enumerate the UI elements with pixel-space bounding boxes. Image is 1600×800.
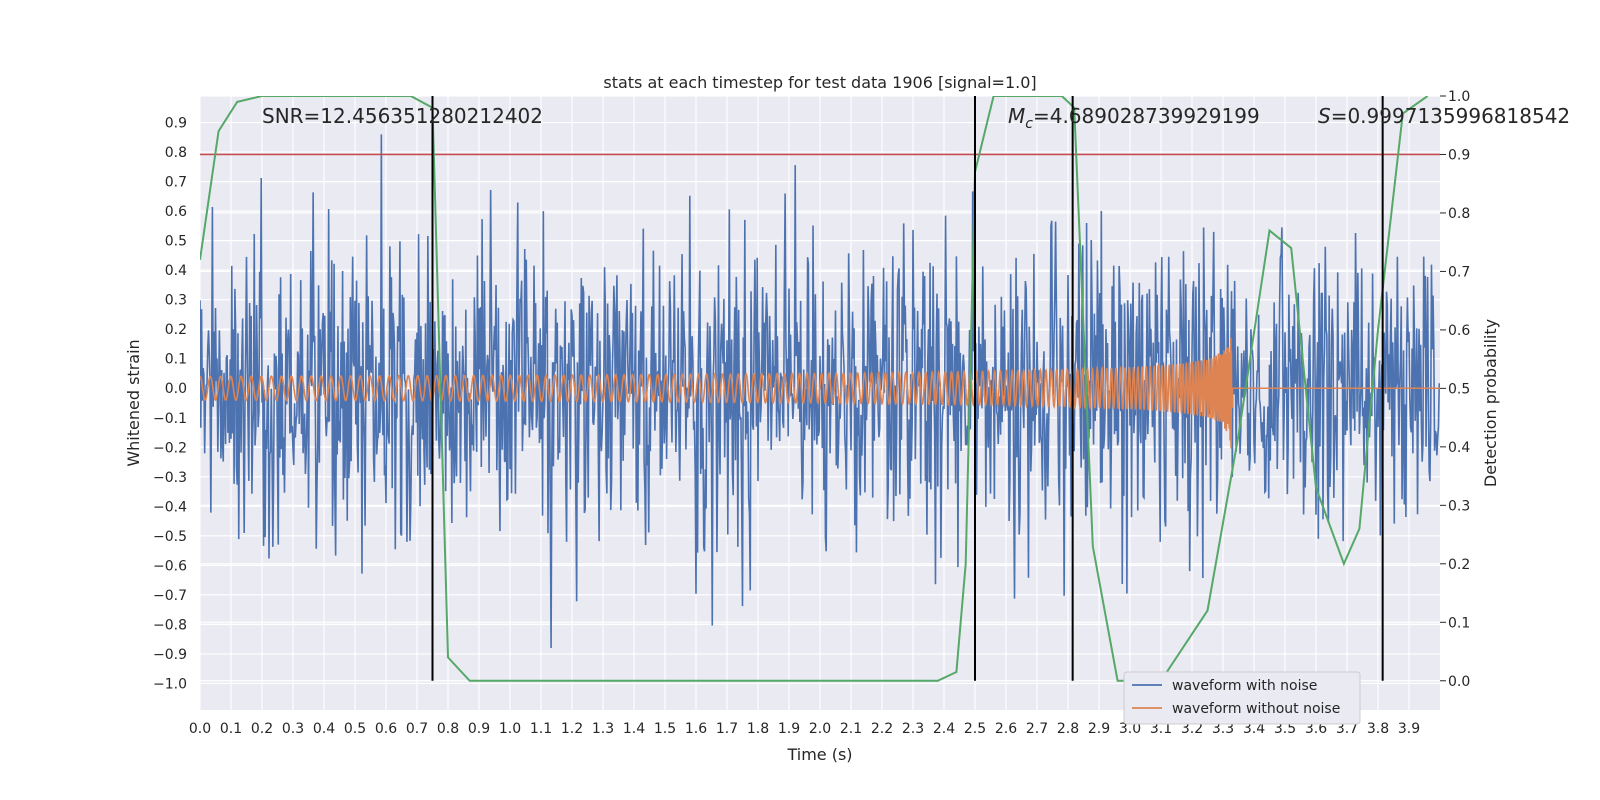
y-right-tick-label: 0.9	[1448, 147, 1470, 163]
x-axis-ticks: 0.0 0.1 0.2 0.3 0.4 0.5 0.6 0.7 0.8 0.9 1.0 1.1 1.2 1…	[189, 721, 1420, 737]
series-layer	[200, 96, 1440, 682]
significance-value: =0.9997135996818542	[1331, 104, 1570, 128]
x-tick-label: 0.2	[251, 721, 273, 737]
y-left-tick-label: −0.5	[153, 529, 187, 545]
x-tick-label: 3.1	[1150, 721, 1172, 737]
y-right-tick-label: 0.5	[1448, 381, 1470, 397]
x-tick-label: 0.5	[344, 721, 366, 737]
y-right-tick-label: 0.2	[1448, 557, 1470, 573]
y-right-tick-label: 0.3	[1448, 498, 1470, 514]
y-axis-left-label: Whitened strain	[124, 339, 143, 466]
y-left-tick-label: 0.1	[165, 352, 187, 368]
legend-label-clean: waveform without noise	[1172, 701, 1340, 717]
y-left-tick-label: −0.1	[153, 411, 187, 427]
y-axis-left-ticks: −1.0 −0.9 −0.8 −0.7 −0.6 −0.5 −0.4 −0.3 −0.2 −0.1…	[153, 116, 187, 693]
y-left-tick-label: −0.9	[153, 647, 187, 663]
y-left-tick-label: 0.7	[165, 175, 187, 191]
y-right-tick-label: 0.0	[1448, 674, 1470, 690]
y-left-tick-label: −0.7	[153, 588, 187, 604]
x-tick-label: 3.8	[1367, 721, 1389, 737]
x-tick-label: 3.2	[1181, 721, 1203, 737]
x-tick-label: 1.0	[499, 721, 521, 737]
x-tick-label: 2.2	[871, 721, 893, 737]
y-right-tick-label: 0.7	[1448, 264, 1470, 280]
x-tick-label: 1.5	[654, 721, 676, 737]
y-right-tick-label: 1.0	[1448, 89, 1470, 105]
legend-label-noisy: waveform with noise	[1172, 678, 1317, 694]
y-left-tick-label: −1.0	[153, 676, 187, 692]
x-tick-label: 1.9	[778, 721, 800, 737]
x-tick-label: 2.0	[809, 721, 831, 737]
x-tick-label: 1.1	[530, 721, 552, 737]
y-left-tick-label: 0.4	[165, 263, 187, 279]
legend-box	[1123, 671, 1361, 725]
y-right-tick-label: 0.6	[1448, 323, 1470, 339]
y-left-tick-label: −0.2	[153, 440, 187, 456]
x-tick-label: 0.1	[220, 721, 242, 737]
x-tick-label: 3.0	[1119, 721, 1141, 737]
x-tick-label: 2.1	[840, 721, 862, 737]
y-left-tick-label: 0.9	[165, 116, 187, 132]
x-tick-label: 3.5	[1274, 721, 1296, 737]
x-tick-label: 0.4	[313, 721, 335, 737]
detection-probability-line	[200, 96, 1429, 682]
x-tick-label: 1.4	[623, 721, 645, 737]
y-right-tick-label: 0.4	[1448, 440, 1470, 456]
chart-title: stats at each timestep for test data 190…	[603, 73, 1036, 92]
y-axis-right-ticks: 0.0 0.1 0.2 0.3 0.4 0.5 0.6 0.7 0.8 0.9 1.0	[1440, 89, 1470, 690]
snr-annotation: SNR=12.456351280212402	[262, 104, 543, 128]
x-tick-label: 2.7	[1026, 721, 1048, 737]
y-right-tick-label: 0.1	[1448, 615, 1470, 631]
x-tick-label: 2.9	[1088, 721, 1110, 737]
x-tick-label: 1.8	[747, 721, 769, 737]
y-left-tick-label: −0.8	[153, 617, 187, 633]
x-tick-label: 0.7	[406, 721, 428, 737]
x-axis-label: Time (s)	[786, 745, 852, 764]
x-tick-label: 1.6	[685, 721, 707, 737]
chirp-mass-annotation: Mc=4.689028739929199	[1008, 104, 1260, 132]
x-tick-label: 2.5	[964, 721, 986, 737]
legend: waveform with noise waveform without noi…	[1123, 671, 1361, 725]
x-tick-label: 2.8	[1057, 721, 1079, 737]
y-right-tick-label: 0.8	[1448, 206, 1470, 222]
significance-annotation: S=0.9997135996818542	[1318, 104, 1570, 128]
y-axis-right-label: Detection probability	[1481, 319, 1500, 487]
x-tick-label: 3.4	[1243, 721, 1265, 737]
x-tick-label: 3.9	[1398, 721, 1420, 737]
significance-symbol: S	[1318, 104, 1331, 128]
y-left-tick-label: 0.6	[165, 204, 187, 220]
x-tick-label: 2.4	[933, 721, 955, 737]
x-tick-label: 0.8	[437, 721, 459, 737]
x-tick-label: 1.2	[561, 721, 583, 737]
y-left-tick-label: 0.0	[165, 381, 187, 397]
x-tick-label: 0.6	[375, 721, 397, 737]
x-tick-label: 2.3	[902, 721, 924, 737]
x-tick-label: 1.3	[592, 721, 614, 737]
y-left-tick-label: −0.3	[153, 470, 187, 486]
y-left-tick-label: 0.3	[165, 293, 187, 309]
y-left-tick-label: −0.6	[153, 558, 187, 574]
x-tick-label: 2.6	[995, 721, 1017, 737]
x-tick-label: 3.7	[1336, 721, 1358, 737]
y-left-tick-label: 0.8	[165, 145, 187, 161]
chirp-mass-value: =4.689028739929199	[1033, 104, 1260, 128]
x-tick-label: 0.3	[282, 721, 304, 737]
x-tick-label: 1.7	[716, 721, 738, 737]
x-tick-label: 3.3	[1212, 721, 1234, 737]
y-left-tick-label: 0.2	[165, 322, 187, 338]
x-tick-label: 3.6	[1305, 721, 1327, 737]
series-waveform-without-noise	[200, 338, 1440, 449]
y-left-tick-label: −0.4	[153, 499, 187, 515]
x-tick-label: 0.0	[189, 721, 211, 737]
y-left-tick-label: 0.5	[165, 234, 187, 250]
chirp-mass-subscript: c	[1025, 116, 1033, 132]
x-tick-label: 0.9	[468, 721, 490, 737]
chirp-mass-symbol: M	[1008, 104, 1025, 128]
